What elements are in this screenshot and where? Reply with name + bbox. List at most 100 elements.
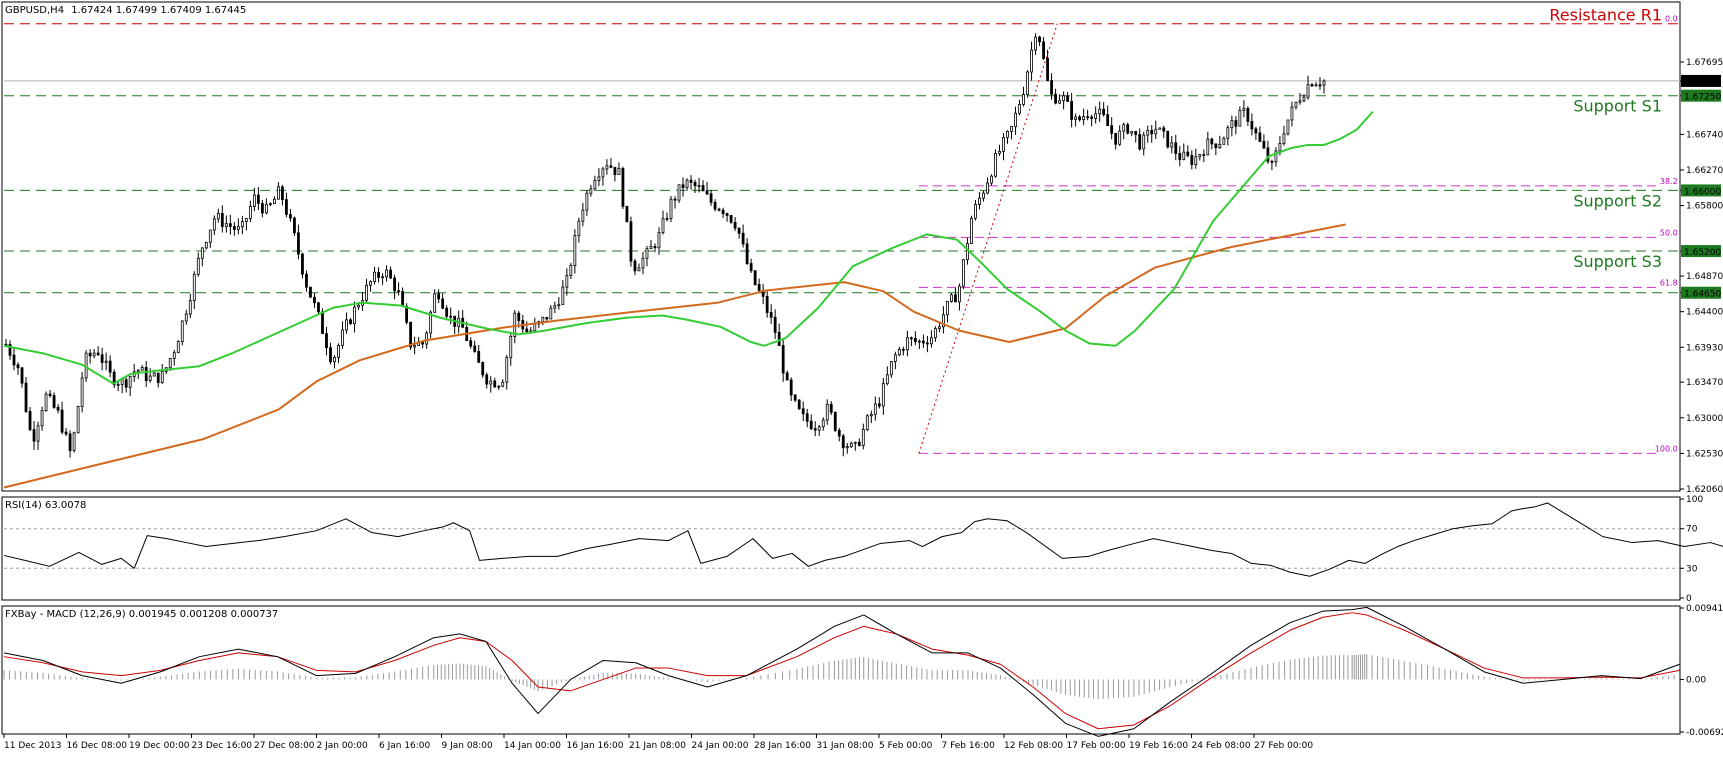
candle-body <box>685 179 689 189</box>
x-tick-label: 28 Jan 16:00 <box>754 741 811 751</box>
candle-body <box>565 275 569 288</box>
candle-body <box>930 337 933 345</box>
x-tick-label: 19 Feb 16:00 <box>1129 741 1188 751</box>
candle-body <box>665 218 669 220</box>
candle-body <box>497 385 501 388</box>
candle-body <box>1302 96 1306 102</box>
candle-body <box>1022 94 1025 105</box>
x-tick-label: 16 Jan 16:00 <box>567 741 624 751</box>
x-tick-label: 9 Jan 08:00 <box>442 741 494 751</box>
candle-body <box>729 215 733 223</box>
candle-body <box>329 347 332 363</box>
candle-body <box>709 193 713 203</box>
y-tick-label: 1.62060 <box>1686 485 1723 495</box>
candle-body <box>260 203 264 214</box>
candle-body <box>509 336 513 359</box>
candle-body <box>861 429 865 446</box>
candle-body <box>16 364 20 369</box>
candle-body <box>1118 130 1122 145</box>
candle-body <box>925 342 929 345</box>
x-tick-label: 21 Jan 08:00 <box>629 741 686 751</box>
candle-body <box>629 221 633 262</box>
macd-tick-label: -0.006929 <box>1686 728 1723 738</box>
level-label: Support S1 <box>1573 97 1662 116</box>
candle-body <box>601 168 605 178</box>
candle-body <box>697 185 701 187</box>
y-tick-label: 1.63930 <box>1686 343 1723 353</box>
candle-body <box>625 205 629 223</box>
fib-label: 50.0 <box>1660 228 1678 237</box>
candle-body <box>337 344 340 358</box>
candle-body <box>1170 142 1174 148</box>
candle-body <box>1050 80 1053 95</box>
candle-body <box>1002 136 1005 152</box>
candle-body <box>950 294 953 302</box>
candle-body <box>1078 116 1082 121</box>
candle-body <box>657 232 661 249</box>
candle-body <box>116 384 120 386</box>
candle-body <box>248 206 252 220</box>
candle-body <box>321 311 324 334</box>
candle-body <box>8 343 12 356</box>
candle-body <box>1250 121 1254 130</box>
candle-body <box>1234 120 1238 127</box>
candle-body <box>557 303 561 307</box>
candle-body <box>921 340 925 344</box>
y-tick-label: 1.62530 <box>1686 449 1723 459</box>
candle-body <box>825 403 829 421</box>
candle-body <box>721 209 725 214</box>
candle-body <box>545 316 549 320</box>
candle-body <box>877 403 881 407</box>
candle-body <box>20 367 24 384</box>
price-tag <box>1681 74 1721 87</box>
candle-body <box>1178 153 1182 160</box>
candle-body <box>44 393 48 411</box>
candle-body <box>1010 126 1013 132</box>
candle-body <box>1150 130 1154 135</box>
candle-body <box>297 232 300 255</box>
candle-body <box>1066 95 1070 102</box>
candle-body <box>958 285 961 303</box>
y-tick-label: 1.65800 <box>1686 202 1723 212</box>
rsi-tick-label: 0 <box>1686 594 1692 604</box>
candle-body <box>357 304 360 308</box>
candle-body <box>946 301 949 316</box>
price-tag <box>1681 286 1721 299</box>
candle-body <box>942 314 945 328</box>
rsi-tick-label: 30 <box>1686 564 1698 574</box>
candle-body <box>765 295 769 313</box>
candle-body <box>533 323 537 332</box>
candle-body <box>1106 114 1110 127</box>
candle-body <box>653 246 657 249</box>
candle-body <box>1142 134 1146 150</box>
candle-body <box>833 411 837 431</box>
candle-body <box>569 265 573 276</box>
level-label: Support S3 <box>1573 252 1662 271</box>
macd-title: FXBay - MACD (12,26,9) 0.001945 0.001208… <box>5 609 278 620</box>
candle-body <box>982 192 985 199</box>
candle-body <box>673 198 677 201</box>
candle-body <box>1042 41 1045 59</box>
candle-body <box>273 198 276 205</box>
candle-body <box>405 305 409 323</box>
x-tick-label: 19 Dec 00:00 <box>129 741 190 751</box>
candle-body <box>481 362 485 376</box>
x-tick-label: 27 Dec 08:00 <box>254 741 315 751</box>
candle-body <box>1294 101 1298 108</box>
candle-body <box>289 214 292 219</box>
candle-body <box>1094 113 1098 119</box>
candle-body <box>345 319 348 331</box>
price-tag <box>1681 245 1721 258</box>
candle-body <box>128 376 132 388</box>
candle-body <box>873 403 877 415</box>
symbol-header: GBPUSD,H4 1.67424 1.67499 1.67409 1.6744… <box>5 5 246 16</box>
candle-body <box>1242 108 1246 111</box>
candle-body <box>68 433 72 451</box>
main-pane: Resistance R1 Support S1 Support S2 Support… <box>3 6 1680 489</box>
candle-body <box>48 393 52 396</box>
candle-body <box>677 184 681 201</box>
candle-body <box>693 181 697 187</box>
y-tick-label: 1.64870 <box>1686 272 1723 282</box>
candle-body <box>1054 93 1057 104</box>
